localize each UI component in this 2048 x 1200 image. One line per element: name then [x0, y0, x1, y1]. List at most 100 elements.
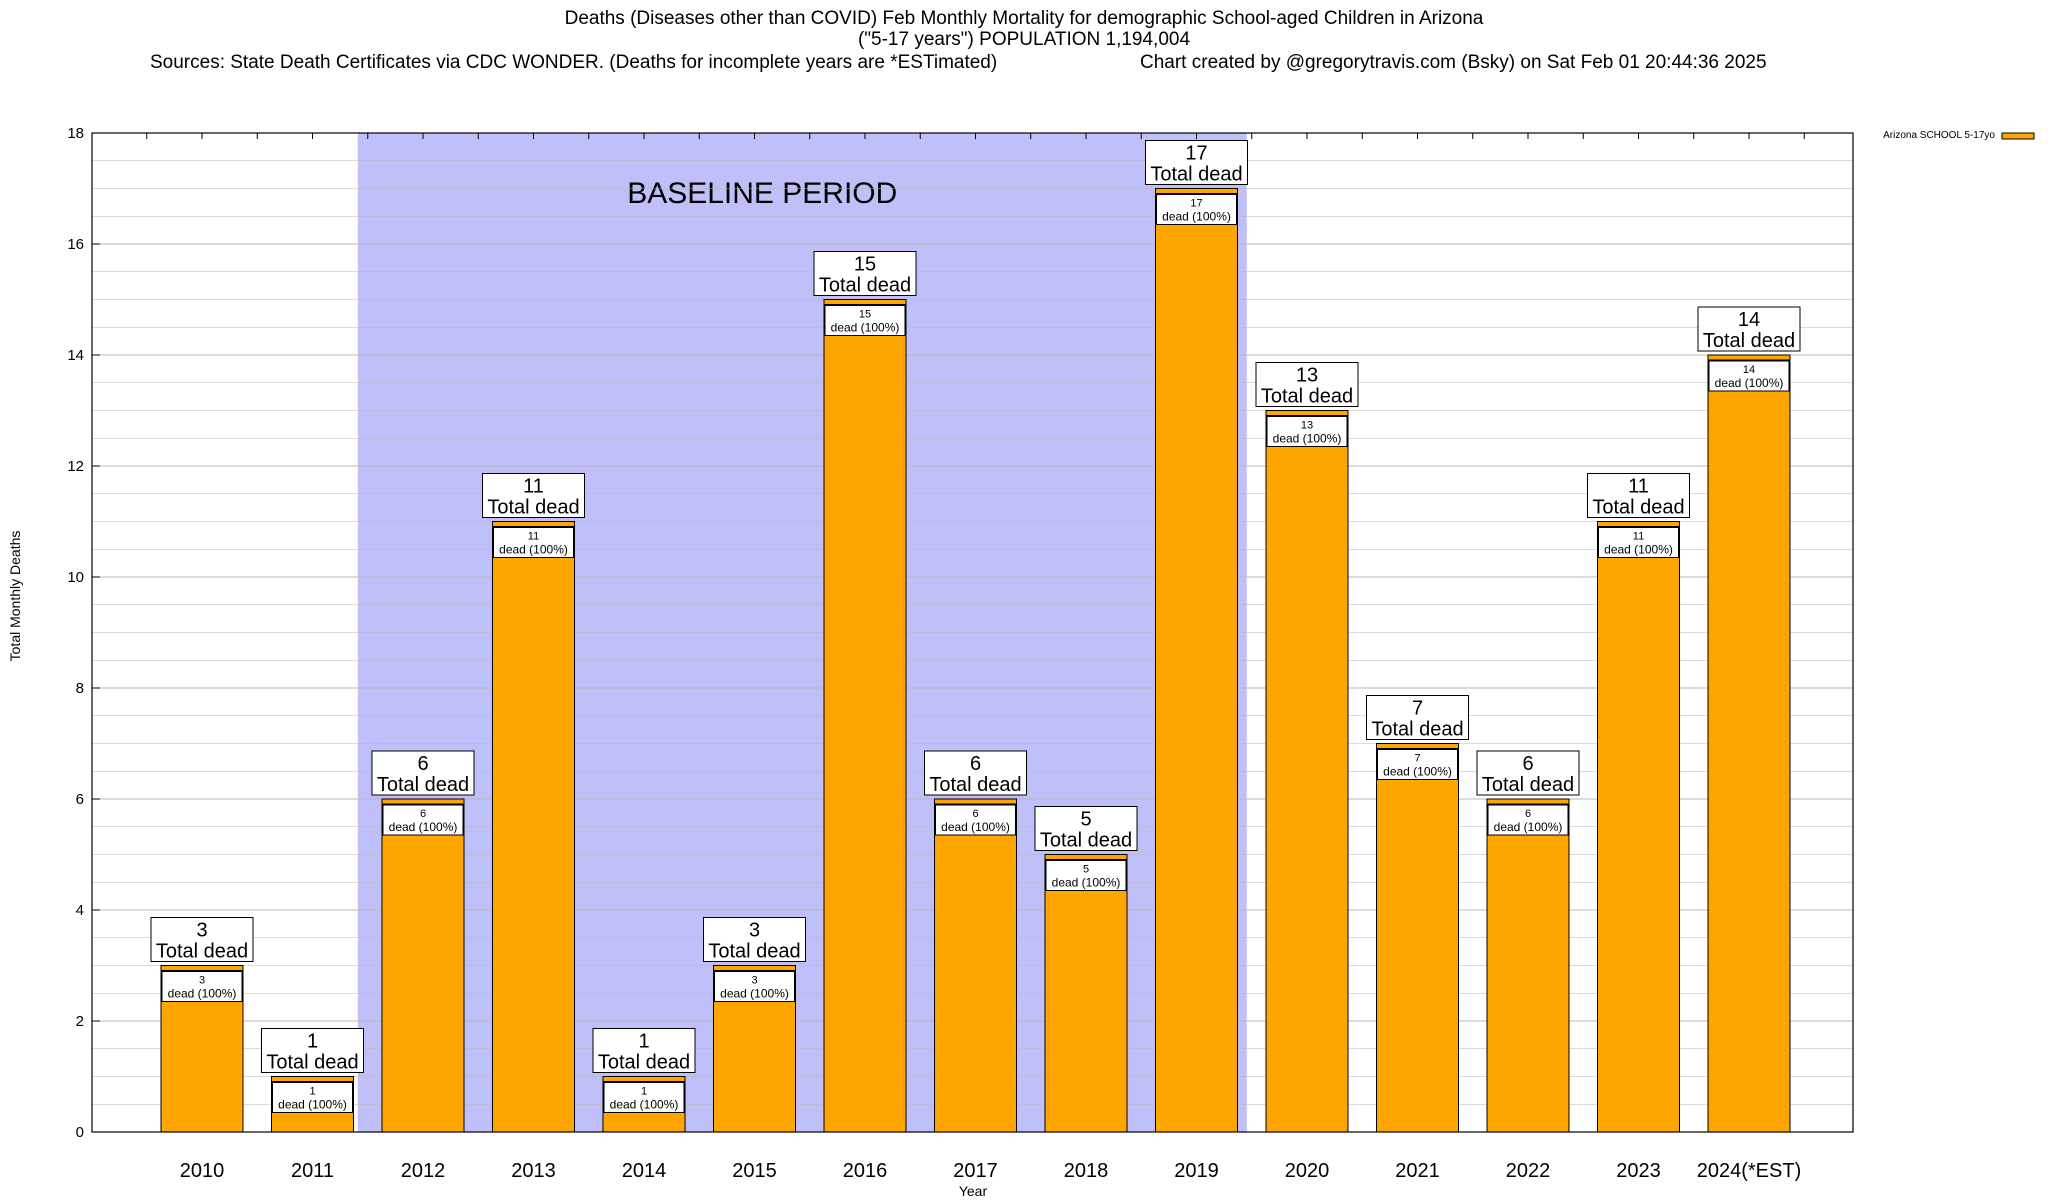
bar-total-value: 6 [417, 753, 428, 775]
bar-inner-label-box [1598, 527, 1679, 558]
bar-total-suffix: Total dead [1261, 386, 1353, 408]
bar-total-label-box [1145, 140, 1248, 185]
bar-total-label-box [1034, 806, 1138, 851]
bar-inner-label-box [1045, 860, 1127, 891]
y-tick-label: 16 [67, 236, 84, 253]
bar-inner-value: 11 [1633, 531, 1644, 543]
y-tick-label: 18 [67, 125, 84, 142]
bar-total-value: 11 [1628, 476, 1649, 498]
bar-total-suffix: Total dead [266, 1052, 358, 1074]
x-tick-label: 2011 [291, 1160, 334, 1182]
bar-inner-pct: dead (100%) [1494, 820, 1563, 834]
y-axis-label: Total Monthly Deaths [7, 531, 23, 662]
legend-swatch [2001, 132, 2035, 140]
bar-2021 [1376, 743, 1459, 1133]
bar-total-label-box [924, 750, 1027, 796]
y-tick-label: 4 [76, 902, 84, 919]
bar-inner-pct: dead (100%) [389, 820, 458, 834]
bar-inner-label-box [493, 527, 574, 558]
x-tick-label: 2023 [1616, 1160, 1661, 1182]
y-tick-label: 8 [76, 680, 84, 697]
x-tick-label: 2021 [1395, 1160, 1440, 1182]
bar-inner-label-box [161, 971, 243, 1002]
bar-inner-value: 13 [1301, 420, 1313, 432]
bar-total-label-box [592, 1028, 696, 1073]
bars [160, 188, 1791, 1133]
bar-inner-value: 17 [1190, 198, 1202, 210]
x-tick-label: 2017 [953, 1160, 998, 1182]
chart-subtitle-population: ("5-17 years") POPULATION 1,194,004 [857, 29, 1191, 50]
bar-inner-pct: dead (100%) [941, 820, 1010, 834]
bar-total-suffix: Total dead [598, 1052, 690, 1074]
bar-total-suffix: Total dead [708, 941, 800, 963]
bar-inner-label-box [935, 804, 1016, 836]
bar-total-label-box [150, 917, 254, 962]
bar-total-suffix: Total dead [1040, 830, 1132, 852]
x-tick-label: 2018 [1064, 1160, 1109, 1182]
x-tick-label: 2014 [622, 1160, 667, 1182]
bar-total-value: 14 [1738, 309, 1760, 331]
bar-inner-label-box [1487, 804, 1569, 836]
bar-total-suffix: Total dead [156, 941, 248, 963]
legend-label: Arizona SCHOOL 5-17yo [1883, 130, 1995, 141]
bar-inner-value: 7 [1414, 753, 1420, 765]
bar-inner-label-box [1156, 194, 1237, 225]
bar-2020 [1265, 410, 1349, 1133]
bar-inner-value: 6 [1525, 808, 1531, 820]
bar-total-label-box [703, 917, 806, 962]
bar-total-label-box [1255, 362, 1359, 407]
bar-inner-pct: dead (100%) [1383, 765, 1452, 779]
bar-inner-value: 3 [751, 975, 757, 987]
x-axis-label: Year [959, 1183, 988, 1199]
bar-total-value: 13 [1296, 365, 1318, 387]
plot-frame [91, 132, 1854, 1133]
bar-inner-value: 1 [309, 1086, 315, 1098]
bar-inner-pct: dead (100%) [1273, 432, 1342, 446]
bar-inner-value: 14 [1743, 364, 1755, 376]
x-tick-label: 2016 [843, 1160, 888, 1182]
x-tick-label: 2010 [180, 1160, 225, 1182]
bar-inner-value: 5 [1083, 864, 1089, 876]
bar-inner-label-box [824, 305, 906, 336]
bar-total-value: 17 [1185, 143, 1207, 165]
bar-inner-pct: dead (100%) [1604, 543, 1673, 557]
bar-total-label-box [1587, 473, 1690, 518]
bar-inner-pct: dead (100%) [499, 543, 568, 557]
bar-2022 [1486, 798, 1570, 1133]
bar-total-suffix: Total dead [487, 497, 579, 519]
bar-inner-label-box [1377, 749, 1458, 780]
bar-inner-label-box [272, 1082, 353, 1113]
y-tick-label: 12 [67, 458, 84, 475]
bar-inner-pct: dead (100%) [831, 321, 900, 335]
chart-credit: Chart created by @gregorytravis.com (Bsk… [1140, 52, 1767, 73]
bar-inner-pct: dead (100%) [1162, 210, 1231, 224]
bar-inner-value: 11 [528, 531, 539, 543]
x-tick-label: 2019 [1174, 1160, 1219, 1182]
x-tick-label: 2020 [1285, 1160, 1330, 1182]
chart-sources-note: Sources: State Death Certificates via CD… [150, 52, 998, 73]
bar-inner-pct: dead (100%) [1052, 876, 1121, 890]
y-tick-label: 2 [76, 1013, 84, 1030]
bar-2013 [492, 521, 575, 1133]
bar-inner-pct: dead (100%) [278, 1098, 347, 1112]
y-tick-label: 6 [76, 791, 84, 808]
x-tick-label: 2024(*EST) [1697, 1160, 1802, 1182]
bar-2012 [381, 798, 465, 1133]
bar-inner-value: 3 [199, 975, 205, 987]
bar-total-suffix: Total dead [377, 774, 469, 796]
bar-inner-label-box [1266, 416, 1348, 447]
y-tick-label: 10 [67, 569, 84, 586]
bar-total-value: 1 [638, 1031, 649, 1053]
bar-total-suffix: Total dead [1703, 330, 1795, 352]
bar-total-label-box [1476, 750, 1580, 796]
bar-2019 [1155, 188, 1238, 1133]
x-tick-label: 2012 [401, 1160, 446, 1182]
bar-total-label-box [261, 1028, 364, 1073]
bar-total-suffix: Total dead [1150, 164, 1242, 186]
bar-total-value: 1 [307, 1031, 318, 1053]
bar-total-value: 7 [1412, 698, 1423, 720]
bar-total-value: 15 [854, 254, 876, 276]
